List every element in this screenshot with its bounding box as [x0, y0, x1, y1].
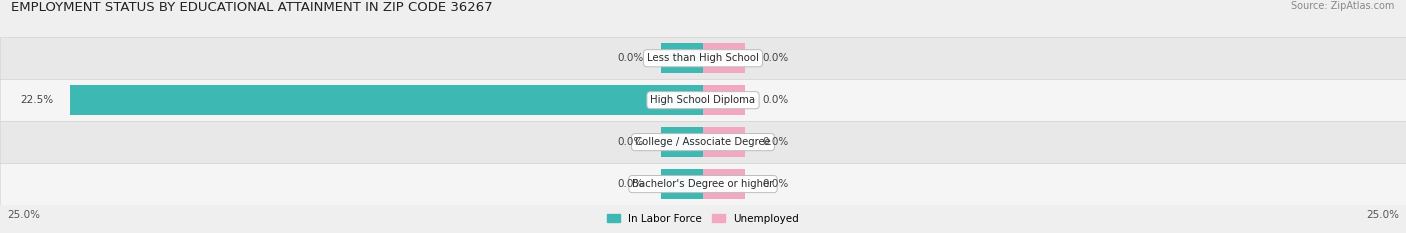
Bar [0, 79, 1406, 121]
Legend: In Labor Force, Unemployed: In Labor Force, Unemployed [603, 209, 803, 228]
Text: 0.0%: 0.0% [762, 179, 789, 189]
Bar [661, 169, 703, 199]
Text: 22.5%: 22.5% [20, 95, 53, 105]
Bar [0, 163, 1406, 205]
Text: Bachelor's Degree or higher: Bachelor's Degree or higher [633, 179, 773, 189]
Bar [703, 169, 745, 199]
Text: 0.0%: 0.0% [762, 95, 789, 105]
Text: High School Diploma: High School Diploma [651, 95, 755, 105]
Bar [0, 37, 1406, 79]
Bar [0, 121, 1406, 163]
Text: 0.0%: 0.0% [617, 179, 644, 189]
Text: Source: ZipAtlas.com: Source: ZipAtlas.com [1291, 1, 1395, 11]
Bar [70, 85, 703, 115]
Text: 0.0%: 0.0% [617, 137, 644, 147]
Text: 25.0%: 25.0% [1367, 210, 1399, 220]
Bar [661, 43, 703, 73]
Text: 0.0%: 0.0% [762, 53, 789, 63]
Text: EMPLOYMENT STATUS BY EDUCATIONAL ATTAINMENT IN ZIP CODE 36267: EMPLOYMENT STATUS BY EDUCATIONAL ATTAINM… [11, 1, 494, 14]
Text: 25.0%: 25.0% [7, 210, 39, 220]
Bar [661, 127, 703, 157]
Text: Less than High School: Less than High School [647, 53, 759, 63]
Text: 0.0%: 0.0% [617, 53, 644, 63]
Bar [703, 85, 745, 115]
Text: College / Associate Degree: College / Associate Degree [636, 137, 770, 147]
Bar [703, 43, 745, 73]
Bar [703, 127, 745, 157]
Text: 0.0%: 0.0% [762, 137, 789, 147]
